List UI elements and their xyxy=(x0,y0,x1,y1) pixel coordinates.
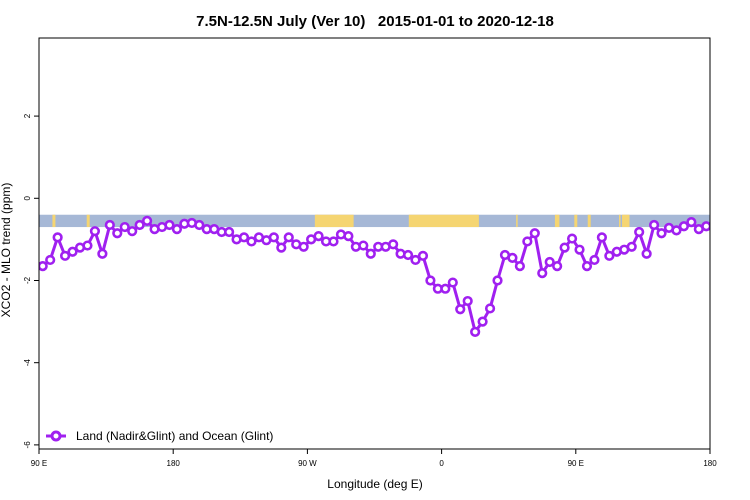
data-point xyxy=(477,316,488,327)
data-point xyxy=(343,231,354,242)
data-point xyxy=(514,261,525,272)
data-point xyxy=(656,228,667,239)
x-axis-label: Longitude (deg E) xyxy=(327,477,422,491)
data-point xyxy=(283,232,294,243)
data-point xyxy=(455,304,466,315)
ocean-band xyxy=(39,214,710,228)
data-point xyxy=(641,248,652,259)
data-point xyxy=(104,219,115,231)
series-layer xyxy=(39,215,710,337)
data-point xyxy=(89,226,101,237)
data-point xyxy=(171,224,183,235)
land-ocean-strip xyxy=(39,214,710,228)
data-point xyxy=(388,239,399,250)
land-segment xyxy=(587,214,591,228)
data-point xyxy=(246,236,257,247)
data-point xyxy=(268,232,279,243)
land-segment xyxy=(516,214,518,228)
data-point xyxy=(537,267,548,279)
data-point xyxy=(97,248,108,259)
data-point xyxy=(507,252,518,263)
data-point xyxy=(566,233,578,244)
legend-marker-swatch xyxy=(50,430,62,442)
data-point xyxy=(119,221,130,233)
land-segment xyxy=(316,214,354,228)
data-point xyxy=(626,241,637,252)
data-point xyxy=(52,232,63,243)
data-point xyxy=(581,261,593,272)
y-tick-label: -4 xyxy=(23,359,32,367)
land-segment xyxy=(86,214,90,228)
data-point xyxy=(671,225,682,236)
data-point xyxy=(634,226,645,238)
data-point xyxy=(470,326,481,337)
data-point xyxy=(328,236,339,247)
data-point xyxy=(127,226,138,237)
data-point xyxy=(134,219,145,231)
data-point xyxy=(701,221,710,232)
y-tick-label: -2 xyxy=(23,276,32,284)
data-point xyxy=(238,232,250,243)
data-point xyxy=(59,250,71,261)
land-segment xyxy=(574,214,578,228)
land-segment xyxy=(408,214,479,228)
data-point xyxy=(45,254,56,266)
data-point xyxy=(224,226,235,238)
data-point xyxy=(462,295,473,307)
data-point xyxy=(410,254,421,266)
legend: Land (Nadir&Glint) and Ocean (Glint) xyxy=(46,429,273,443)
data-point xyxy=(417,250,429,261)
land-segment xyxy=(554,214,560,228)
data-point xyxy=(440,283,451,294)
x-tick-label: 90 E xyxy=(568,459,584,468)
data-point xyxy=(194,219,205,231)
x-tick-label: 90 W xyxy=(298,459,317,468)
x-tick-label: 180 xyxy=(703,459,717,468)
data-point xyxy=(39,261,48,272)
data-point xyxy=(596,232,607,243)
data-point xyxy=(82,240,93,251)
data-point xyxy=(67,246,78,257)
data-point xyxy=(276,242,287,253)
data-point xyxy=(358,240,369,251)
data-point xyxy=(164,219,175,231)
y-tick-label: 2 xyxy=(23,113,32,118)
data-point xyxy=(529,228,540,239)
land-segment xyxy=(619,214,621,228)
land-segment xyxy=(622,214,630,228)
data-point xyxy=(686,217,697,228)
y-axis: -6 -4 -2 0 2 xyxy=(23,113,39,448)
chart-title: 7.5N-12.5N July (Ver 10) 2015-01-01 to 2… xyxy=(196,13,554,30)
data-point xyxy=(447,277,458,288)
data-point xyxy=(492,275,503,286)
data-point xyxy=(484,303,496,314)
data-point xyxy=(298,241,309,252)
data-point xyxy=(522,236,533,247)
data-point xyxy=(313,231,324,242)
data-point xyxy=(112,228,123,239)
data-point xyxy=(142,215,153,226)
x-tick-label: 90 E xyxy=(31,459,47,468)
y-tick-label: 0 xyxy=(23,196,32,201)
data-point xyxy=(589,254,600,266)
x-tick-label: 180 xyxy=(167,459,181,468)
y-tick-label: -6 xyxy=(23,441,32,449)
data-point xyxy=(559,242,570,253)
data-point xyxy=(365,248,376,259)
y-axis-label: XCO2 - MLO trend (ppm) xyxy=(0,183,13,318)
data-point xyxy=(574,244,585,255)
data-point xyxy=(648,219,660,231)
plot-frame xyxy=(38,37,711,450)
data-point xyxy=(604,250,615,261)
data-point xyxy=(544,256,555,268)
x-axis: 90 E 180 90 W 0 90 E 180 xyxy=(31,449,717,468)
data-point xyxy=(678,221,690,232)
legend-entry: Land (Nadir&Glint) and Ocean (Glint) xyxy=(76,429,273,443)
land-segment xyxy=(52,214,56,228)
data-point xyxy=(552,261,563,272)
data-point xyxy=(425,275,436,286)
data-point xyxy=(402,249,414,261)
x-tick-label: 0 xyxy=(439,459,444,468)
